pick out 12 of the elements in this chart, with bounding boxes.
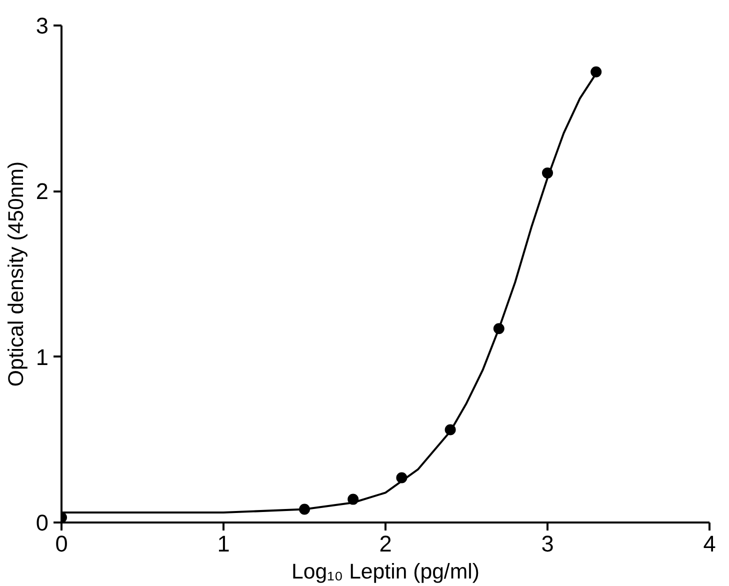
x-tick-label: 1 — [217, 530, 230, 556]
y-tick-label: 2 — [36, 178, 49, 204]
y-axis-title: Optical density (450nm) — [4, 161, 28, 387]
x-tick-label: 0 — [55, 530, 68, 556]
x-tick-label: 3 — [541, 530, 554, 556]
x-tick-label: 2 — [379, 530, 392, 556]
y-tick-label: 0 — [36, 510, 49, 536]
y-tick-label: 1 — [36, 344, 49, 370]
point — [590, 66, 602, 78]
x-axis-title: Log₁₀ Leptin (pg/ml) — [292, 560, 480, 584]
y-tick-label: 3 — [36, 12, 49, 38]
x-tick-label: 4 — [703, 530, 716, 556]
